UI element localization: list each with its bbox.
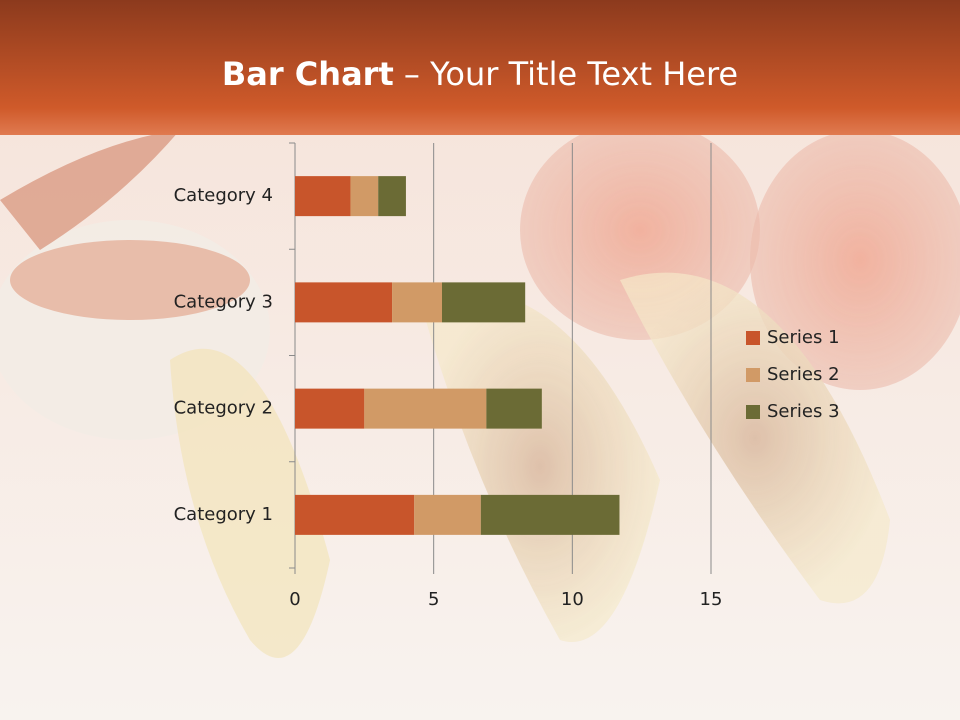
x-tick-label: 5 xyxy=(428,589,439,610)
photo-decoration xyxy=(0,120,960,658)
y-tick-label: Category 1 xyxy=(174,504,273,525)
bar-segment xyxy=(378,176,406,217)
bar-segment xyxy=(295,388,365,429)
bar-segment xyxy=(295,282,393,323)
legend-swatch xyxy=(746,368,760,382)
title-lead: Bar Chart xyxy=(222,55,394,93)
bar-segment xyxy=(295,176,351,217)
x-tick-label: 0 xyxy=(289,589,300,610)
slide-title: Bar Chart – Your Title Text Here xyxy=(222,55,738,93)
x-tick-label: 15 xyxy=(700,589,723,610)
bar-segment xyxy=(480,494,620,535)
title-rest: – Your Title Text Here xyxy=(404,55,738,93)
bar-segment xyxy=(414,494,481,535)
header-band xyxy=(0,0,960,135)
legend-label: Series 3 xyxy=(767,401,840,422)
y-tick-label: Category 3 xyxy=(174,291,273,312)
bar-segment xyxy=(392,282,442,323)
legend-swatch xyxy=(746,405,760,419)
bar-segment xyxy=(350,176,379,217)
bar-segment xyxy=(441,282,526,323)
legend-label: Series 2 xyxy=(767,364,840,385)
legend-label: Series 1 xyxy=(767,327,840,348)
legend-swatch xyxy=(746,331,760,345)
y-tick-label: Category 4 xyxy=(174,185,273,206)
bar-segment xyxy=(364,388,487,429)
x-tick-label: 10 xyxy=(561,589,584,610)
bar-segment xyxy=(486,388,542,429)
bar-segment xyxy=(295,494,415,535)
y-tick-label: Category 2 xyxy=(174,398,273,419)
